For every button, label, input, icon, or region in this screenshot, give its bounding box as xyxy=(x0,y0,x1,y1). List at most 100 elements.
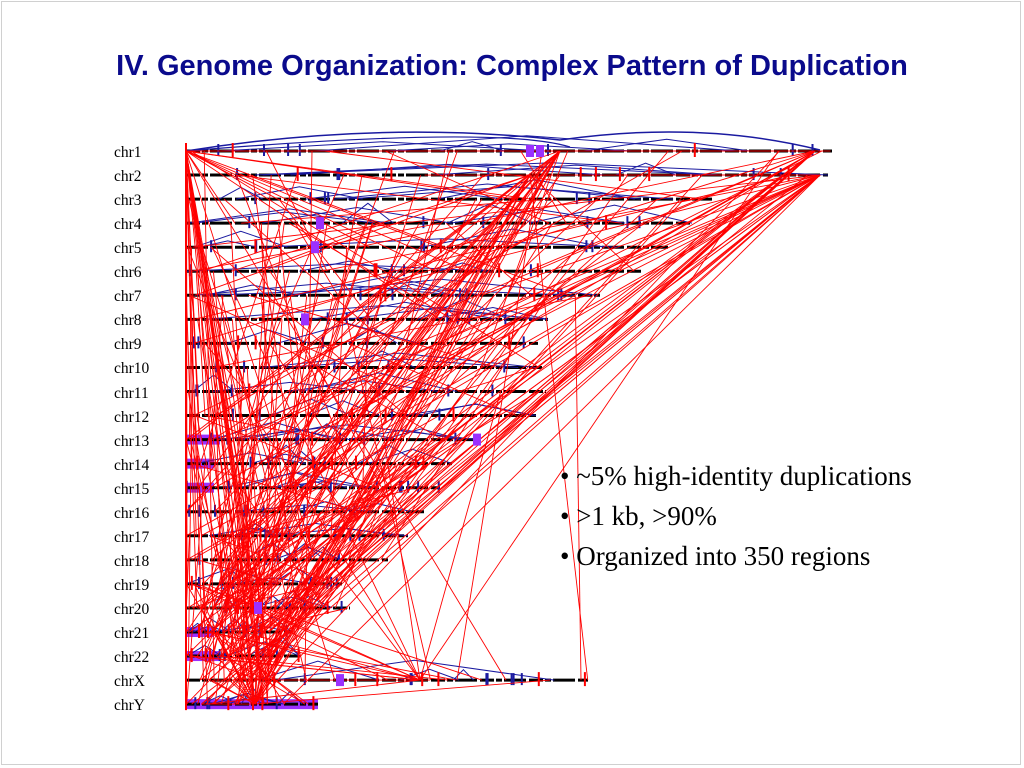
chromosome-label-chr4: chr4 xyxy=(114,216,142,234)
interchromosomal-link xyxy=(210,246,407,416)
interchromosomal-link xyxy=(345,367,399,392)
interchromosomal-link xyxy=(207,679,421,705)
chromosome-label-chr10: chr10 xyxy=(114,360,150,378)
interchromosomal-link xyxy=(276,343,443,440)
intrachromosomal-link xyxy=(236,186,363,200)
interchromosomal-link xyxy=(294,222,339,296)
interchromosomal-link xyxy=(321,343,519,609)
interchromosomal-link xyxy=(199,655,211,681)
interchromosomal-link xyxy=(289,295,317,488)
intrachromosomal-link xyxy=(185,131,821,152)
interchromosomal-link xyxy=(225,198,477,681)
interchromosomal-link xyxy=(185,150,507,681)
interchromosomal-link xyxy=(258,559,324,705)
interchromosomal-link xyxy=(342,222,494,320)
region-marker xyxy=(536,145,544,157)
interchromosomal-link xyxy=(192,174,821,248)
interchromosomal-link xyxy=(254,391,465,705)
bullet-item: • Organized into 350 regions xyxy=(560,541,871,571)
interchromosomal-link xyxy=(230,631,273,657)
interchromosomal-link xyxy=(195,271,206,416)
interchromosomal-link xyxy=(270,222,644,513)
interchromosomal-link xyxy=(208,150,816,681)
interchromosomal-link xyxy=(188,198,307,681)
interchromosomal-link xyxy=(283,174,821,705)
interchromosomal-link xyxy=(248,246,581,537)
interchromosomal-link xyxy=(235,463,296,705)
interchromosomal-link xyxy=(254,150,816,489)
intrachromosomal-link xyxy=(263,238,620,248)
interchromosomal-link xyxy=(201,150,816,705)
chromosome-label-chr20: chr20 xyxy=(114,600,150,618)
interchromosomal-link xyxy=(192,655,261,681)
chromosome-label-chr16: chr16 xyxy=(114,504,150,522)
interchromosomal-link xyxy=(254,150,458,705)
interchromosomal-link xyxy=(200,607,256,705)
interchromosomal-link xyxy=(185,150,561,513)
intrachromosomal-link xyxy=(367,448,453,465)
region-marker xyxy=(311,241,319,254)
interchromosomal-link xyxy=(268,223,328,584)
interchromosomal-link xyxy=(197,319,250,633)
interchromosomal-link xyxy=(241,198,550,224)
interchromosomal-link xyxy=(236,342,439,441)
interchromosomal-link xyxy=(246,174,569,296)
interchromosomal-link xyxy=(260,295,297,609)
chromosome-label-chr15: chr15 xyxy=(114,480,150,498)
interchromosomal-link xyxy=(246,607,348,633)
interchromosomal-link xyxy=(189,559,290,633)
interchromosomal-link xyxy=(401,150,561,272)
interchromosomal-link xyxy=(211,247,421,681)
chromosome-label-chr8: chr8 xyxy=(114,312,142,330)
chromosome-label-chr17: chr17 xyxy=(114,528,150,546)
interchromosomal-link xyxy=(205,631,456,681)
interchromosomal-link xyxy=(222,439,246,657)
interchromosomal-link xyxy=(420,150,816,320)
chromosome-label-chr9: chr9 xyxy=(114,336,142,354)
interchromosomal-link xyxy=(185,150,252,584)
chromosome-label-chr12: chr12 xyxy=(114,408,150,426)
chromosome-label-chr14: chr14 xyxy=(114,456,150,474)
intrachromosomal-link xyxy=(615,162,676,176)
interchromosomal-link xyxy=(211,174,821,705)
interchromosomal-link xyxy=(253,487,385,705)
interchromosomal-link xyxy=(316,319,484,585)
intrachromosomal-link xyxy=(386,143,633,152)
intrachromosomal-link xyxy=(347,186,674,200)
interchromosomal-link xyxy=(237,150,561,609)
interchromosomal-link xyxy=(330,247,348,536)
chromosome-label-chr21: chr21 xyxy=(114,625,150,642)
chromosome-label-chr2: chr2 xyxy=(114,168,142,186)
bullet-list: • ~5% high-identity duplications • >1 kb… xyxy=(560,456,912,576)
interchromosomal-link xyxy=(380,295,549,561)
region-marker xyxy=(254,601,262,614)
chromosome-label-chr5: chr5 xyxy=(114,240,142,258)
intrachromosomal-link xyxy=(305,185,504,200)
interchromosomal-link xyxy=(252,174,821,320)
interchromosomal-link xyxy=(217,271,291,536)
interchromosomal-link xyxy=(437,150,823,344)
intrachromosomal-link xyxy=(185,136,571,152)
chromosome-label-chrY: chrY xyxy=(114,697,145,715)
interchromosomal-link xyxy=(185,150,278,705)
interchromosomal-link xyxy=(187,391,209,512)
intrachromosomal-link xyxy=(314,135,739,152)
interchromosomal-link xyxy=(254,150,780,705)
interchromosomal-link xyxy=(205,583,421,681)
interchromosomal-link xyxy=(527,150,816,272)
region-marker xyxy=(473,433,481,446)
interchromosomal-link xyxy=(237,319,517,705)
chromosome-label-chr3: chr3 xyxy=(114,192,142,210)
interchromosomal-link xyxy=(192,655,421,681)
interchromosomal-link xyxy=(188,319,194,657)
interchromosomal-link xyxy=(264,463,319,681)
chromosome-label-chr6: chr6 xyxy=(114,264,142,282)
interchromosomal-link xyxy=(283,150,816,609)
interchromosomal-link xyxy=(235,174,622,224)
interchromosomal-link xyxy=(188,247,193,440)
interchromosomal-link xyxy=(203,150,215,681)
interchromosomal-link xyxy=(218,174,821,441)
interchromosomal-link xyxy=(220,295,269,488)
region-marker xyxy=(301,313,309,326)
